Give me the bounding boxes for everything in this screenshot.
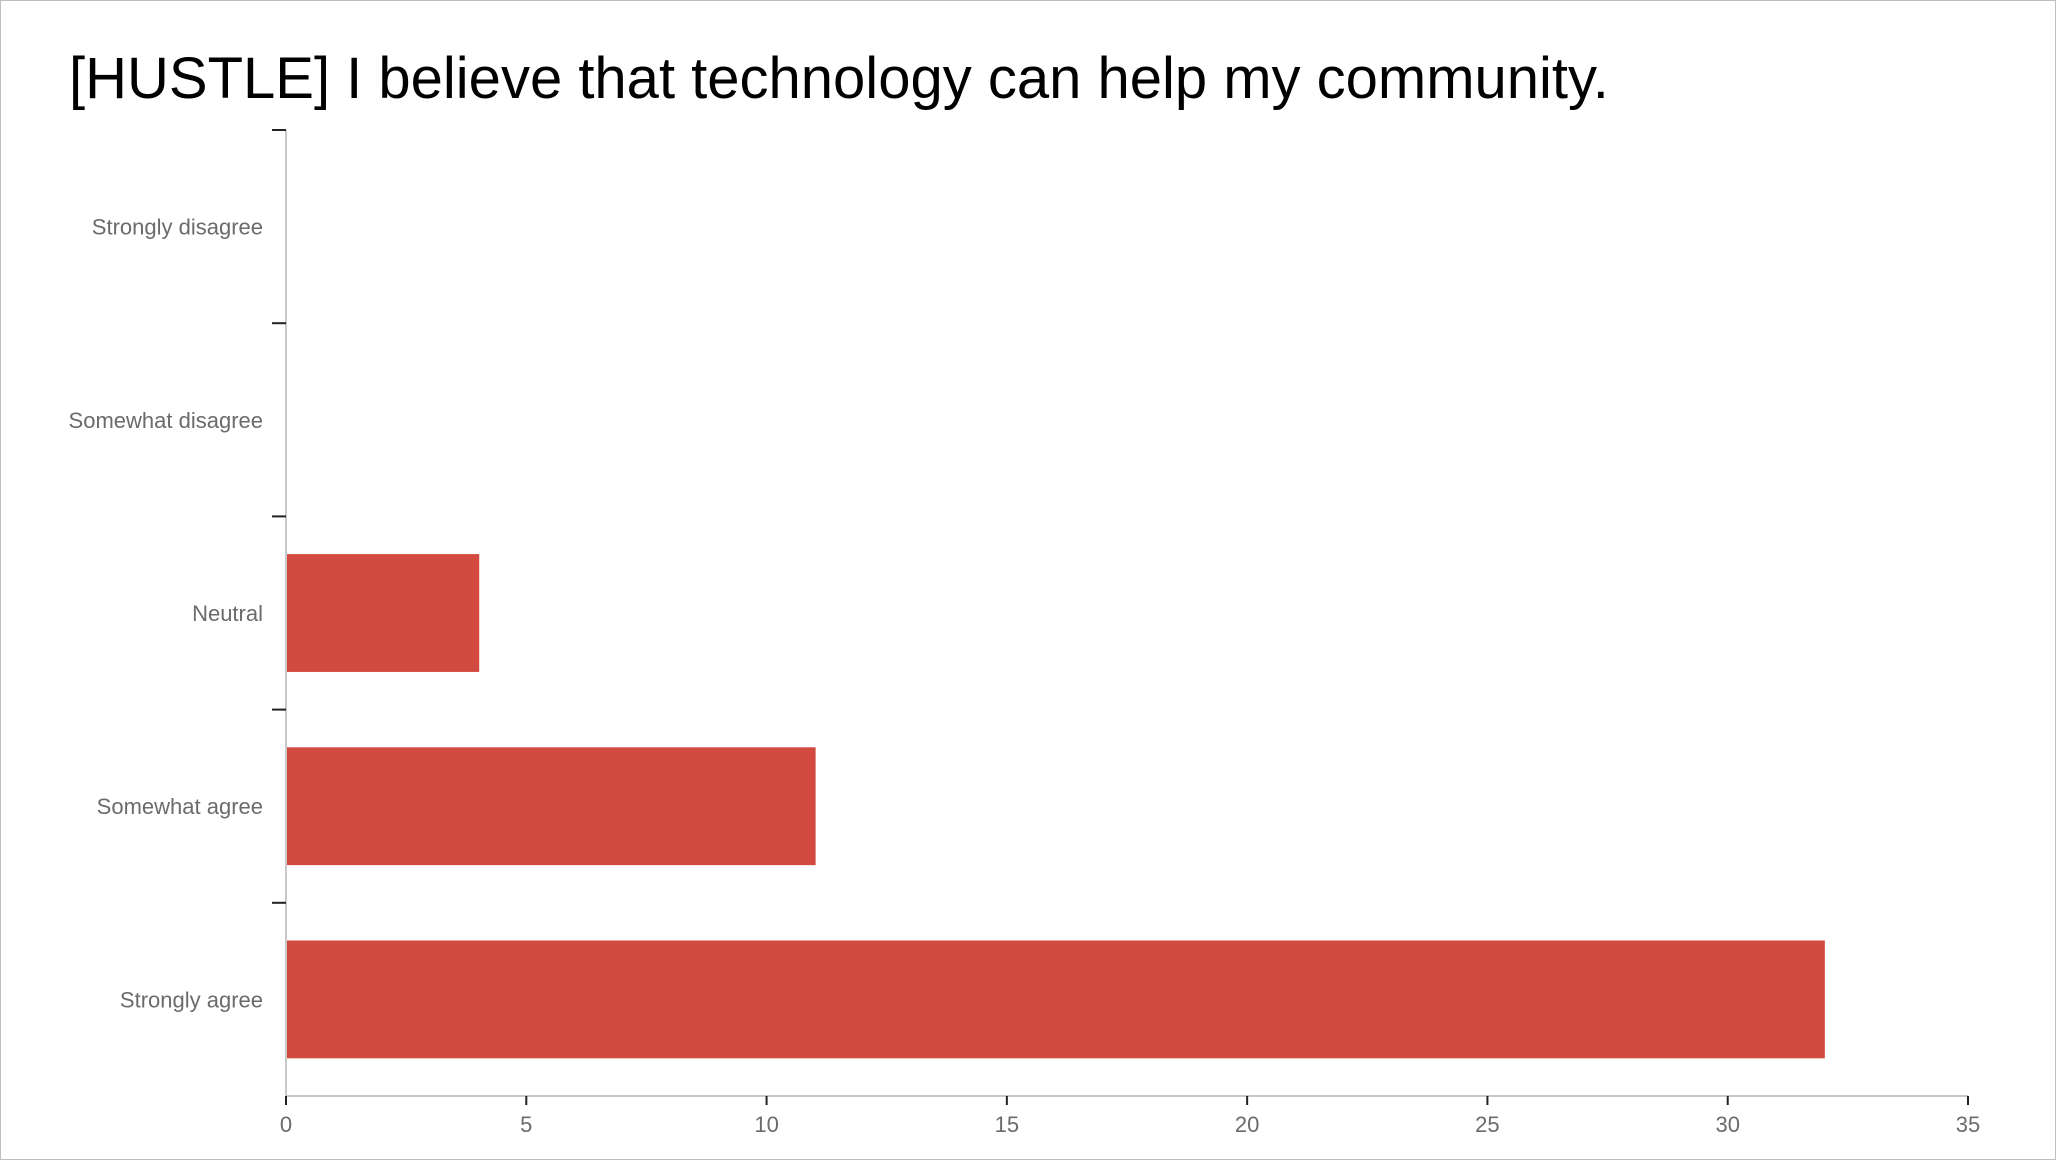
slide-title: [HUSTLE] I believe that technology can h… <box>69 46 1609 111</box>
y-tick-label: Somewhat disagree <box>69 408 263 433</box>
bar-strongly-agree <box>287 940 1825 1059</box>
y-tick-label: Strongly disagree <box>92 215 263 240</box>
y-tick-label: Strongly agree <box>120 987 263 1012</box>
x-tick-label: 35 <box>1956 1112 1980 1137</box>
x-tick-label: 5 <box>520 1112 532 1137</box>
y-tick-label: Somewhat agree <box>97 794 263 819</box>
x-tick-label: 0 <box>280 1112 292 1137</box>
bar-somewhat-agree <box>287 747 816 866</box>
x-tick-label: 10 <box>754 1112 778 1137</box>
x-tick-label: 30 <box>1715 1112 1739 1137</box>
x-tick-label: 25 <box>1475 1112 1499 1137</box>
bar-neutral <box>287 554 480 672</box>
x-tick-label: 15 <box>995 1112 1019 1137</box>
x-tick-label: 20 <box>1235 1112 1259 1137</box>
y-tick-label: Neutral <box>192 601 263 626</box>
